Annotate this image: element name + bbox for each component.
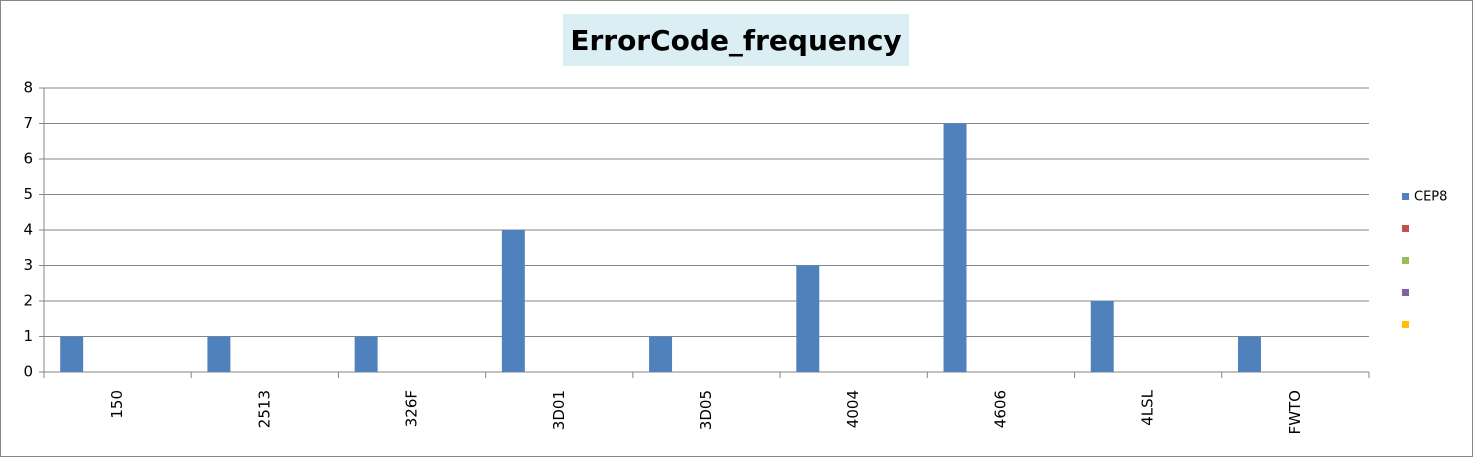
- bar: [1090, 301, 1114, 372]
- bar: [60, 336, 84, 372]
- x-tick-label: 3D01: [550, 390, 568, 430]
- bar: [501, 230, 525, 372]
- x-tick-label: 3D05: [697, 390, 715, 430]
- y-tick-label: 5: [23, 185, 33, 203]
- legend-swatch: [1402, 289, 1409, 296]
- legend-label: CEP8: [1414, 190, 1447, 205]
- bar: [943, 123, 967, 372]
- x-tick-label: FWTO: [1286, 390, 1304, 434]
- bar: [354, 336, 378, 372]
- bar: [649, 336, 673, 372]
- y-tick-label: 6: [23, 150, 33, 168]
- y-tick-label: 2: [23, 292, 33, 310]
- bar: [207, 336, 231, 372]
- y-tick-label: 0: [23, 363, 33, 381]
- bar: [1237, 336, 1261, 372]
- title-box: [563, 14, 909, 66]
- chart-title: ErrorCode_frequency: [570, 24, 901, 57]
- legend-swatch: [1402, 225, 1409, 232]
- legend-swatch: [1402, 257, 1409, 264]
- y-tick-label: 3: [23, 256, 33, 274]
- y-tick-label: 1: [23, 327, 33, 345]
- x-tick-label: 150: [108, 390, 126, 419]
- x-tick-label: 4606: [991, 390, 1009, 428]
- legend-swatch: [1402, 321, 1409, 328]
- legend-swatch: [1402, 193, 1409, 200]
- x-tick-label: 4LSL: [1139, 389, 1157, 425]
- y-tick-label: 7: [23, 114, 33, 132]
- x-tick-label: 2513: [255, 390, 273, 428]
- x-tick-label: 4004: [844, 390, 862, 428]
- y-tick-label: 8: [23, 79, 33, 97]
- x-tick-label: 326F: [403, 390, 421, 427]
- bar: [796, 265, 820, 372]
- y-tick-label: 4: [23, 221, 33, 239]
